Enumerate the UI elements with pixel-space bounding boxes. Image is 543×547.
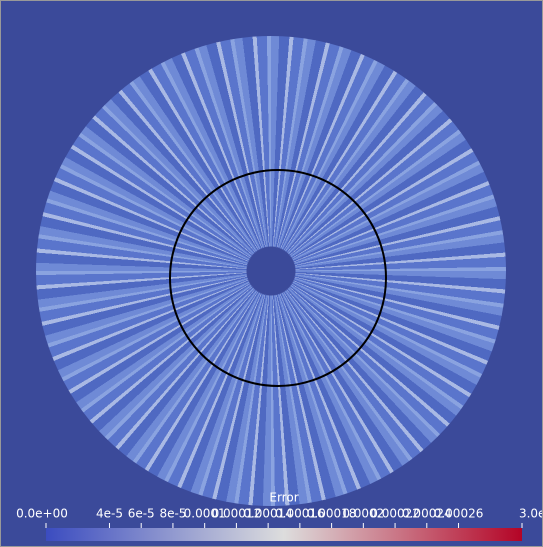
- tick-label: 4e-5: [96, 507, 123, 521]
- tick-label: 8e-5: [159, 507, 186, 521]
- tick-label: 0.0002: [342, 507, 384, 521]
- tick-label: 0.00022: [370, 507, 420, 521]
- boundary-circle: [169, 169, 387, 387]
- tick-label: 0.00014: [243, 507, 293, 521]
- range-label: 3.0e-04: [519, 507, 542, 521]
- colorbar: [46, 528, 522, 541]
- range-label: 0.0e+00: [16, 507, 68, 521]
- tick-label: 0.0001: [184, 507, 226, 521]
- tick-label: 0.00016: [275, 507, 325, 521]
- tick-label: 0.00012: [212, 507, 262, 521]
- tick-label: 0.00026: [434, 507, 484, 521]
- tick-label: 0.00018: [307, 507, 357, 521]
- tick-label: 0.00024: [402, 507, 452, 521]
- field-disc: [36, 36, 506, 506]
- tick-label: 6e-5: [128, 507, 155, 521]
- colorbar-title: Error: [269, 491, 298, 505]
